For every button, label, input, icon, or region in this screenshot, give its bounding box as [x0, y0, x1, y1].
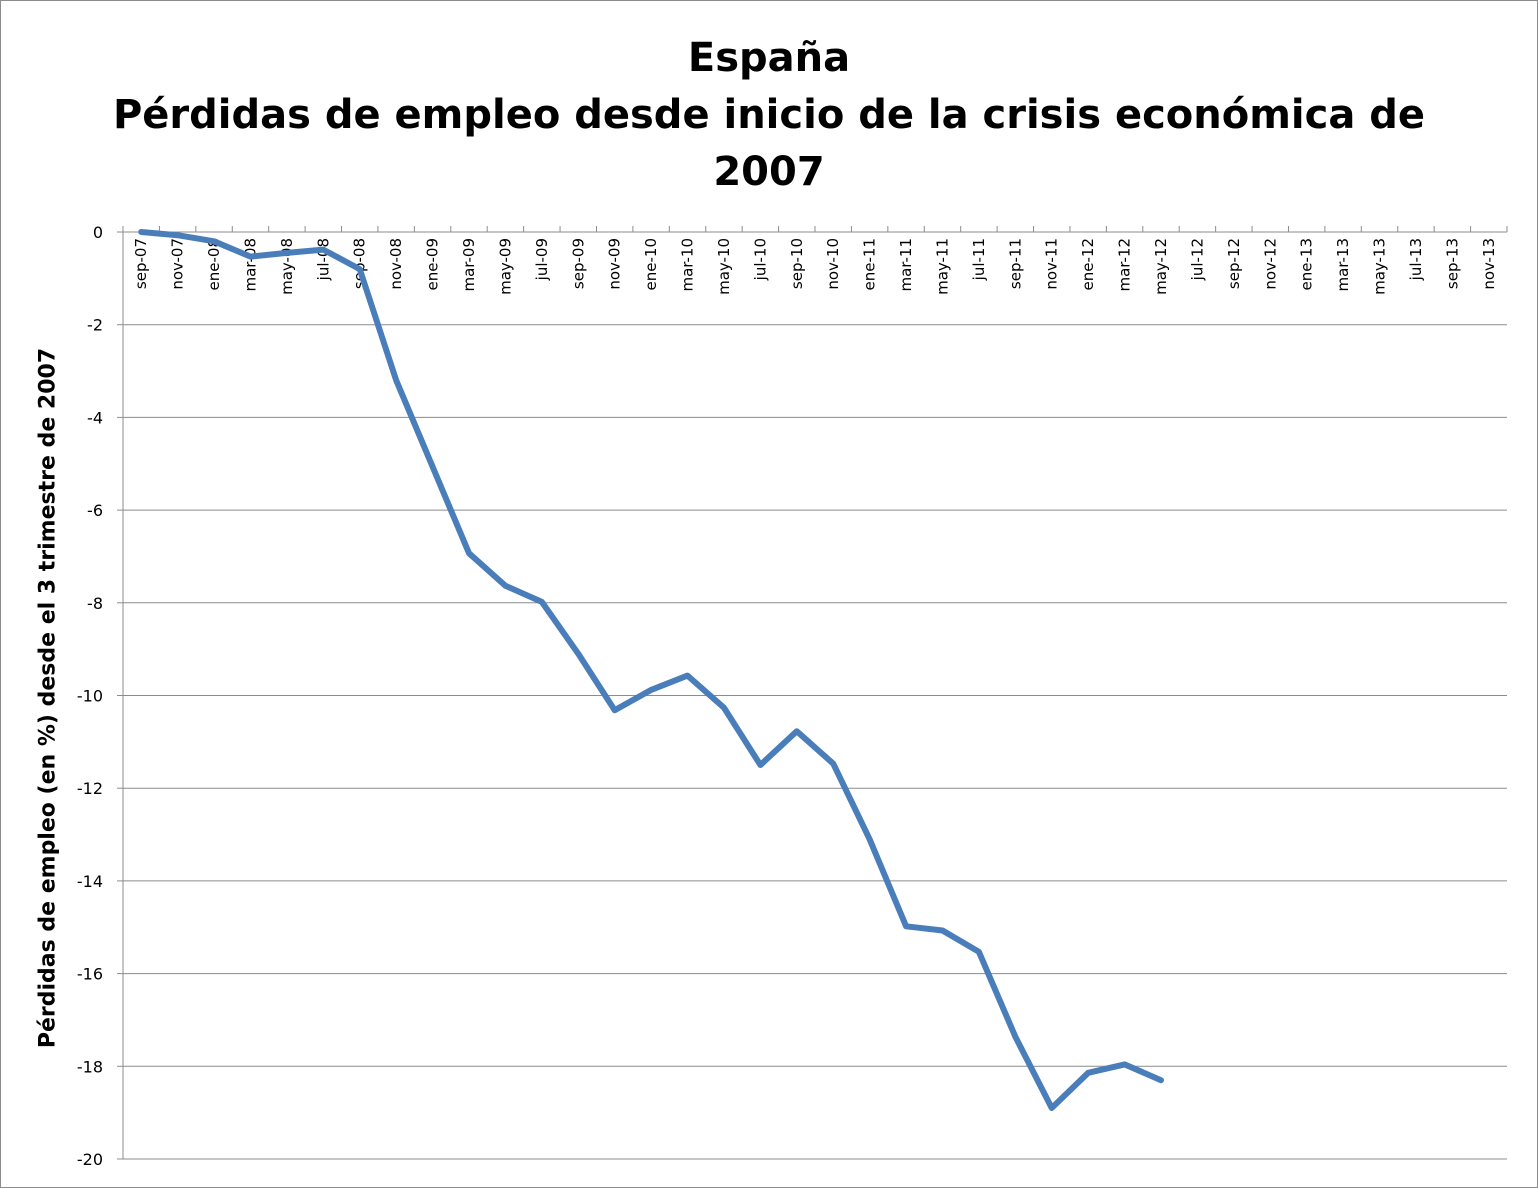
chart-title: España Pérdidas de empleo desde inicio d… — [0, 30, 1538, 201]
x-tick-label: ene-10 — [642, 238, 660, 290]
y-tick-label: -6 — [87, 501, 103, 520]
x-tick-label: may-13 — [1371, 238, 1389, 295]
y-tick-label: -12 — [77, 779, 103, 798]
x-tick-label: jul-08 — [314, 238, 332, 281]
gridlines — [117, 231, 1507, 1160]
y-tick-label: -14 — [77, 872, 103, 891]
y-tick-label: -20 — [77, 1150, 103, 1169]
x-tick-label: mar-11 — [897, 238, 915, 292]
y-tick-label: -16 — [77, 965, 103, 984]
x-tick-label: mar-10 — [679, 238, 697, 292]
x-tick-label: ene-12 — [1079, 238, 1097, 290]
y-tick-label: 0 — [93, 223, 103, 242]
x-tick-label: nov-08 — [387, 238, 405, 290]
chart-title-line-1: España — [687, 35, 851, 81]
y-axis-tick-labels: 0 -2 -4 -6 -8 -10 -12 -14 -16 -18 -20 — [77, 223, 103, 1169]
y-tick-label: -4 — [87, 408, 103, 427]
y-tick-label: -10 — [77, 687, 103, 706]
x-tick-label: ene-08 — [205, 238, 223, 290]
x-tick-label: jul-13 — [1407, 238, 1425, 281]
x-axis-tick-labels: sep-07 nov-07 ene-08 mar-08 may-08 jul-08 sep-… — [122, 226, 1508, 295]
x-tick-label: sep-13 — [1443, 238, 1461, 289]
x-tick-label: mar-13 — [1334, 238, 1352, 292]
x-tick-label: jul-11 — [970, 238, 988, 281]
x-tick-label: sep-12 — [1225, 238, 1243, 289]
x-tick-label: jul-10 — [751, 238, 769, 281]
x-tick-label: sep-09 — [569, 238, 587, 289]
x-tick-label: ene-09 — [424, 238, 442, 290]
y-tick-label: -8 — [87, 594, 103, 613]
x-tick-label: ene-13 — [1298, 238, 1316, 290]
x-tick-label: may-10 — [715, 238, 733, 295]
x-tick-label: nov-13 — [1480, 238, 1498, 290]
x-tick-label: jul-12 — [1188, 238, 1206, 281]
series-line — [138, 229, 1164, 1111]
x-tick-label: mar-09 — [460, 238, 478, 292]
x-tick-label: mar-08 — [241, 238, 259, 292]
series-group — [138, 229, 1164, 1111]
x-tick-label: ene-11 — [861, 238, 879, 290]
x-tick-label: nov-10 — [824, 238, 842, 290]
x-tick-label: sep-07 — [132, 238, 150, 289]
x-tick-label: mar-12 — [1116, 238, 1134, 292]
x-tick-label: nov-09 — [606, 238, 624, 290]
x-tick-label: may-12 — [1152, 238, 1170, 295]
y-tick-label: -18 — [77, 1057, 103, 1076]
y-tick-label: -2 — [87, 316, 103, 335]
x-tick-label: nov-07 — [169, 238, 187, 290]
x-tick-label: may-09 — [496, 238, 514, 295]
chart-title-line-2: Pérdidas de empleo desde inicio de la cr… — [112, 92, 1425, 138]
x-tick-label: nov-11 — [1043, 238, 1061, 290]
x-tick-label: nov-12 — [1261, 238, 1279, 290]
x-tick-label: jul-09 — [533, 238, 551, 281]
chart-title-line-3: 2007 — [713, 149, 825, 195]
x-tick-label: sep-10 — [788, 238, 806, 289]
x-tick-label: may-11 — [933, 238, 951, 295]
x-tick-label: sep-11 — [1006, 238, 1024, 289]
x-tick-label: may-08 — [278, 238, 296, 295]
